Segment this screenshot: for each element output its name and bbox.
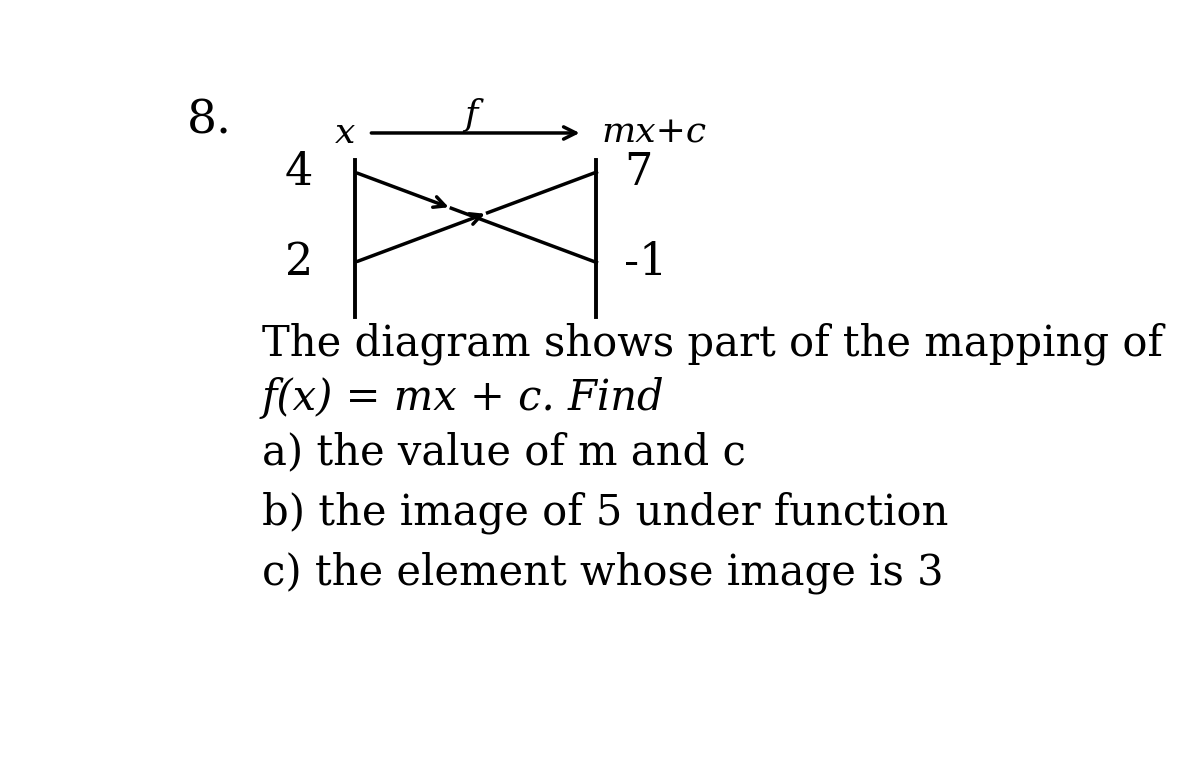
Text: mx+c: mx+c — [601, 116, 706, 150]
Text: c) the element whose image is 3: c) the element whose image is 3 — [262, 551, 943, 594]
Text: 7: 7 — [624, 150, 653, 194]
Text: -1: -1 — [624, 241, 667, 284]
Text: a) the value of m and c: a) the value of m and c — [262, 431, 745, 473]
Text: f: f — [464, 98, 478, 132]
Text: f(x) = mx + c. Find: f(x) = mx + c. Find — [262, 377, 665, 419]
Text: The diagram shows part of the mapping of: The diagram shows part of the mapping of — [262, 322, 1163, 365]
Text: 8.: 8. — [187, 99, 233, 144]
Text: b) the image of 5 under function: b) the image of 5 under function — [262, 491, 948, 533]
Text: x: x — [335, 116, 355, 150]
Text: 4: 4 — [284, 150, 313, 194]
Text: 2: 2 — [284, 241, 313, 284]
